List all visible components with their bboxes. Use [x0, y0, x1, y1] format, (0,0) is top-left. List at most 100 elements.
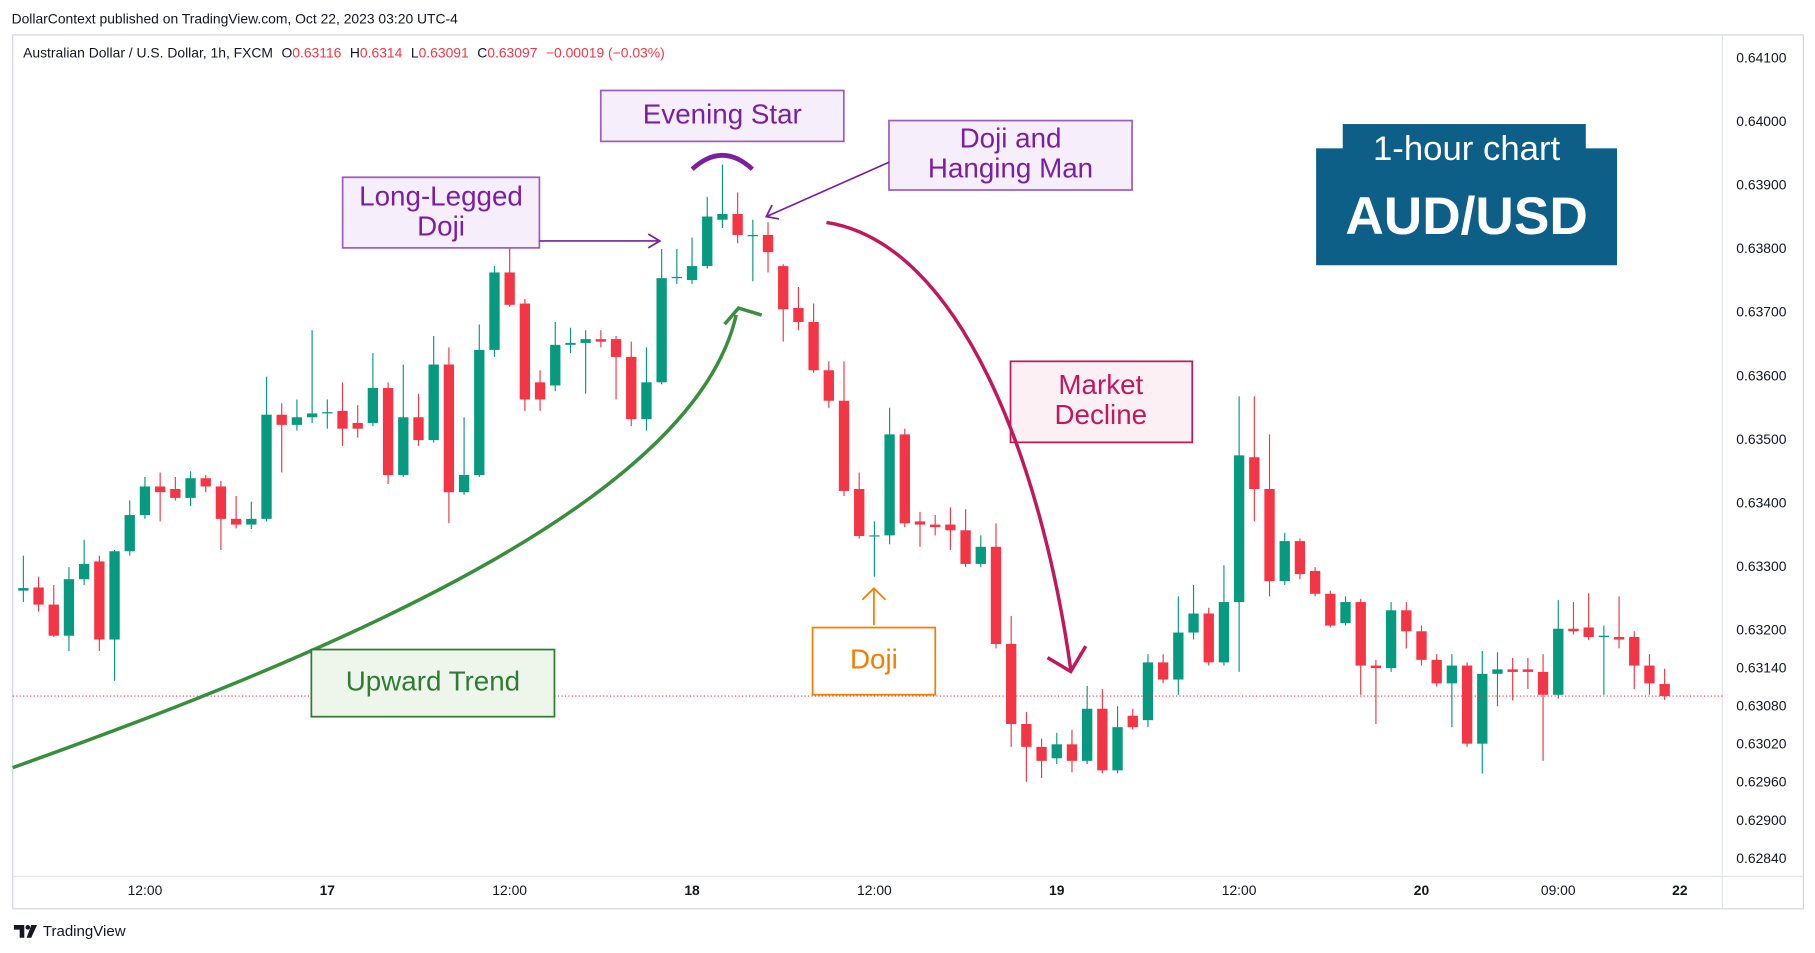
candle-body: [1659, 683, 1670, 697]
candle-body: [1066, 744, 1078, 761]
annotation-box: [310, 648, 556, 718]
candle-body: [838, 400, 850, 491]
y-tick-label: 0.64100: [1736, 50, 1786, 66]
candle-body: [261, 414, 272, 519]
candle-body: [808, 321, 819, 371]
y-tick-label: 0.63020: [1736, 736, 1786, 752]
candle-body: [671, 276, 683, 279]
candle-body: [534, 382, 546, 400]
candle-body: [1583, 627, 1594, 637]
arrow-head: [1046, 645, 1088, 674]
annotation-text: Evening Star: [643, 98, 802, 129]
ohlc-prefix: L: [411, 44, 419, 60]
candle-body: [489, 272, 500, 350]
ohlc-prefix: H: [350, 44, 360, 60]
y-tick-label: 0.63900: [1736, 177, 1786, 193]
arrow: [764, 161, 890, 220]
candle-body: [1598, 635, 1610, 637]
change: −0.00019 (−0.03%): [546, 44, 665, 60]
arc: [690, 153, 754, 171]
candle-body: [1142, 662, 1154, 721]
symbol: Australian Dollar / U.S. Dollar, 1h, FXC…: [23, 44, 273, 60]
candle-body: [1416, 631, 1427, 660]
candle-body: [124, 515, 135, 552]
ohlc-value: 0.63116: [292, 44, 341, 60]
annotation-box: [888, 119, 1133, 191]
candle-body: [1051, 744, 1062, 759]
candle-body: [1264, 489, 1275, 582]
y-tick-label: 0.63080: [1736, 698, 1786, 714]
trend-curve: [12, 314, 738, 770]
candle-body: [109, 551, 120, 640]
candle-body: [732, 214, 743, 235]
logo-shape: [13, 925, 25, 938]
candle-body: [33, 587, 44, 605]
candle-body: [1568, 628, 1579, 632]
annotation-text: Upward Trend: [346, 665, 520, 696]
ohlc-prefix: O: [281, 44, 292, 60]
y-tick-label: 0.62900: [1736, 812, 1786, 828]
candle-body: [1355, 602, 1366, 666]
ohlc-value: 0.6314: [360, 44, 403, 60]
y-tick-label: 0.63800: [1736, 240, 1786, 256]
candles: [12, 164, 1723, 782]
logo-shape: [26, 925, 38, 938]
y-tick-label: 0.62840: [1736, 850, 1786, 866]
candle-body: [215, 486, 227, 519]
candle-body: [975, 546, 986, 564]
candle-body: [914, 521, 926, 525]
candle-body: [1097, 708, 1108, 771]
candle-body: [1492, 669, 1503, 674]
candle-body: [656, 278, 667, 383]
candle-body: [504, 272, 515, 305]
candle-body: [1644, 665, 1655, 684]
candle-body: [945, 524, 956, 531]
candle-body: [550, 344, 561, 386]
candle-body: [200, 478, 211, 487]
candle-body: [1537, 671, 1549, 695]
ohlc-prefix: C: [477, 44, 487, 60]
ohlc-value: 0.63097: [487, 44, 537, 60]
candle-body: [1294, 541, 1306, 575]
candle-body: [641, 382, 652, 420]
candle-body: [382, 388, 394, 476]
annotation-box: [1009, 360, 1194, 444]
candle-body: [230, 518, 242, 525]
candle-body: [337, 410, 348, 429]
x-tick-label: 09:00: [1541, 882, 1576, 898]
candle-body: [1021, 723, 1032, 747]
annotation-text: Decline: [1055, 399, 1148, 430]
x-tick-label: 20: [1414, 882, 1430, 898]
candle-body: [474, 349, 485, 476]
candle-body: [990, 546, 1002, 644]
candle-body: [778, 266, 789, 310]
x-tick-label: 12:00: [492, 882, 527, 898]
y-tick-label: 0.63200: [1736, 621, 1786, 637]
candle-body: [413, 417, 424, 441]
x-tick-label: 19: [1049, 882, 1065, 898]
candle-body: [626, 356, 637, 420]
x-tick-label: 12:00: [1222, 882, 1257, 898]
annotation-text: Doji: [850, 643, 898, 674]
candle-body: [48, 604, 59, 636]
candle-body: [1081, 708, 1093, 761]
candle-body: [458, 475, 470, 493]
annotation-text: Doji: [417, 211, 465, 242]
candle-body: [1006, 643, 1017, 724]
candle-body: [1461, 665, 1473, 744]
candle-body: [1340, 602, 1351, 624]
candle-body: [565, 342, 576, 345]
annotation-box: [341, 176, 541, 249]
candle-body: [1173, 632, 1184, 680]
arrow: [539, 233, 662, 249]
candle-body: [1233, 455, 1245, 603]
candle-body: [930, 524, 941, 528]
candle-body: [595, 339, 607, 342]
ohlc-value: 0.63091: [419, 44, 469, 60]
x-tick-label: 17: [320, 882, 336, 898]
y-tick-label: 0.63500: [1736, 431, 1786, 447]
x-tick-label: 12:00: [857, 882, 892, 898]
publisher: DollarContext published on TradingView.c…: [12, 11, 459, 27]
candle-body: [717, 214, 728, 220]
